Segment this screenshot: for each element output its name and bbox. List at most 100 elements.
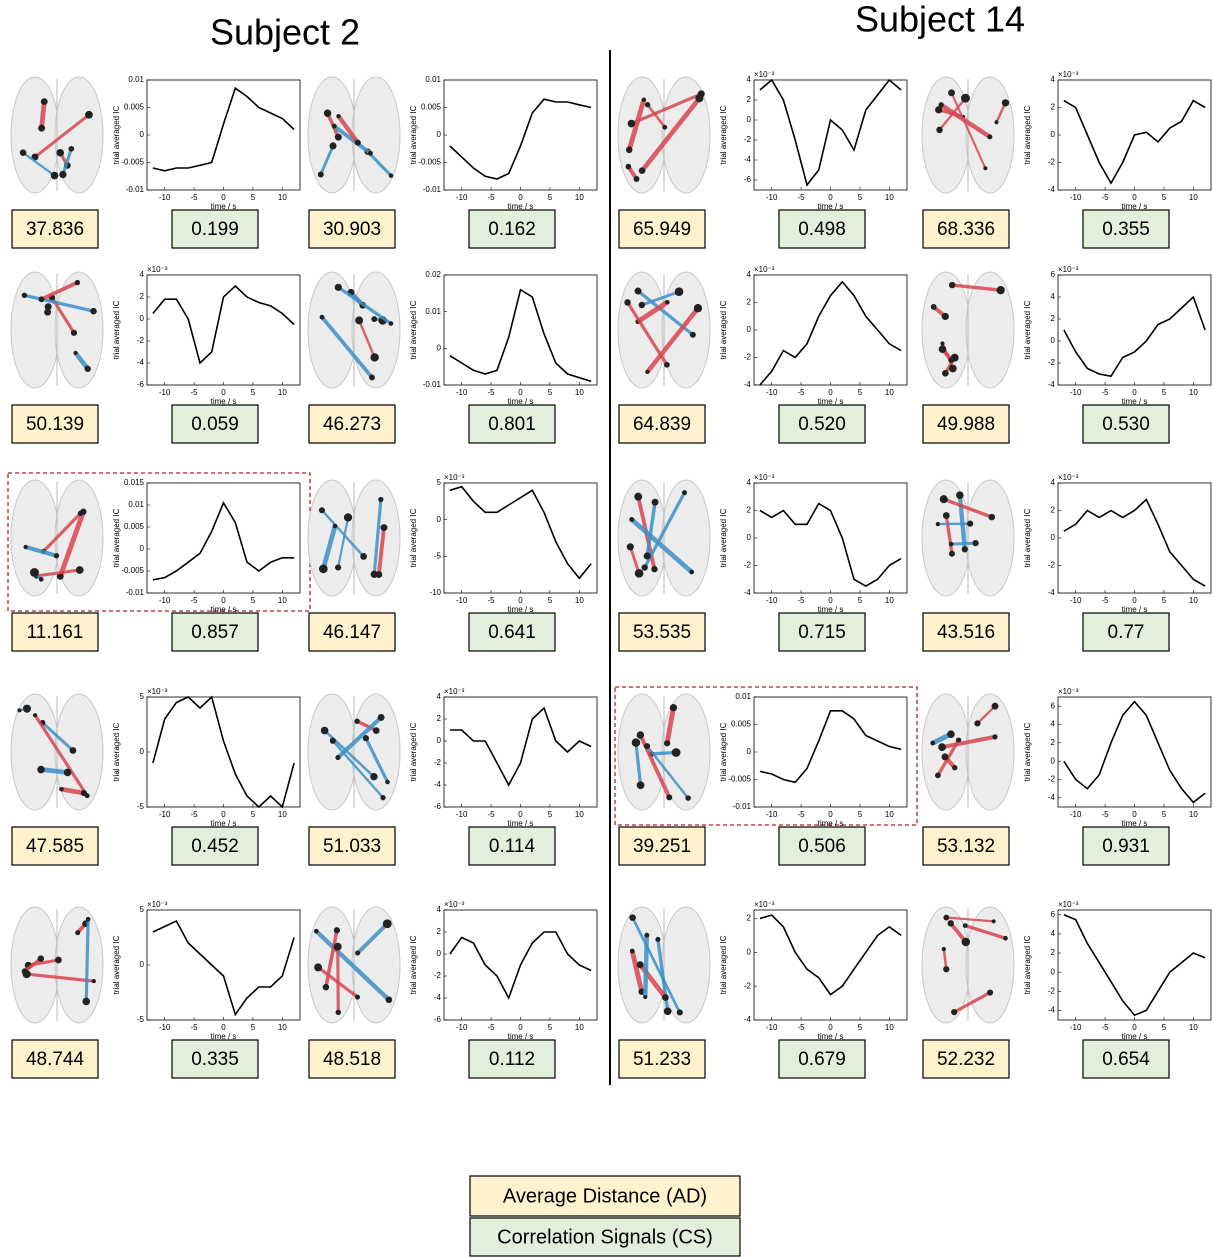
x-tick-label: 5 — [251, 388, 256, 397]
x-tick-label: 5 — [858, 1023, 863, 1032]
y-tick-label: 0.005 — [421, 103, 442, 112]
y-tick-label: 0.01 — [128, 75, 144, 84]
plot-frame — [1057, 482, 1212, 594]
x-tick-label: 5 — [251, 596, 256, 605]
node — [84, 365, 91, 372]
y-tick-label: 0.01 — [128, 500, 144, 509]
node — [318, 564, 328, 574]
connection — [943, 497, 993, 519]
ad-box — [618, 209, 706, 249]
x-tick-label: -5 — [488, 193, 496, 202]
node — [948, 550, 955, 557]
x-tick-label: 10 — [575, 193, 584, 202]
y-tick-label: 0.02 — [425, 270, 441, 279]
cs-value: 0.679 — [798, 1049, 846, 1070]
ad-box — [308, 1039, 396, 1079]
node — [941, 753, 949, 761]
x-axis-label: time / s — [211, 605, 237, 614]
node — [85, 110, 93, 119]
connection — [939, 102, 992, 139]
y-tick-label: -4 — [744, 155, 752, 164]
y-axis-label: trial averaged IC — [1023, 105, 1032, 164]
connection — [643, 491, 686, 569]
y-tick-label: 0 — [747, 747, 752, 756]
connection — [976, 705, 996, 725]
connection — [336, 114, 360, 144]
y-axis-label: trial averaged IC — [719, 105, 728, 164]
x-tick-label: -5 — [1102, 596, 1110, 605]
ad-box — [11, 1039, 99, 1079]
x-tick-label: 5 — [548, 810, 553, 819]
connection — [324, 929, 339, 988]
x-tick-label: 10 — [885, 1023, 894, 1032]
node — [943, 914, 950, 921]
node — [987, 134, 993, 140]
y-tick-label: 0 — [1051, 336, 1056, 345]
node — [82, 997, 90, 1006]
node — [385, 779, 390, 785]
y-tick-label: 0 — [1051, 756, 1056, 765]
node — [38, 577, 44, 582]
node — [930, 740, 936, 746]
ad-value: 46.147 — [323, 622, 381, 643]
signal-line — [152, 695, 295, 809]
y-tick-label: -4 — [1048, 588, 1056, 597]
cs-box — [778, 1039, 866, 1079]
x-axis-label: time / s — [211, 397, 237, 406]
cs-box — [171, 1039, 259, 1079]
cs-box — [468, 404, 556, 444]
node — [663, 1007, 672, 1016]
x-tick-label: 5 — [548, 596, 553, 605]
node — [44, 303, 52, 311]
x-tick-label: -5 — [191, 193, 199, 202]
node — [948, 541, 954, 547]
node — [56, 572, 64, 580]
plot-frame — [146, 909, 301, 1021]
x-tick-label: -10 — [159, 1023, 171, 1032]
x-tick-label: 0 — [518, 596, 523, 605]
y-tick-label: -6 — [434, 1015, 442, 1024]
ad-box — [922, 1039, 1010, 1079]
node — [74, 279, 81, 286]
signal-line — [1063, 99, 1206, 185]
node — [335, 755, 341, 761]
y-tick-label: 5 — [437, 478, 442, 487]
y-scale-label: ×10⁻³ — [754, 70, 775, 79]
node — [674, 287, 684, 296]
x-tick-label: 10 — [575, 596, 584, 605]
node — [335, 1009, 341, 1016]
y-tick-label: -4 — [1048, 1006, 1056, 1015]
brain — [921, 693, 1015, 811]
node — [988, 513, 996, 521]
brain — [617, 76, 711, 194]
node — [372, 727, 380, 734]
node — [956, 491, 964, 499]
x-tick-label: -10 — [766, 193, 778, 202]
y-axis-label: trial averaged IC — [112, 508, 121, 567]
connection — [630, 517, 694, 574]
node — [367, 150, 373, 156]
x-axis-label: time / s — [1122, 202, 1148, 211]
node — [380, 794, 386, 801]
y-scale-label: ×10⁻³ — [147, 687, 168, 696]
plot-frame — [753, 696, 908, 808]
node — [73, 350, 78, 355]
brain-hemisphere — [661, 906, 711, 1024]
node — [91, 979, 96, 984]
cs-value: 0.641 — [488, 622, 536, 643]
x-tick-label: 0 — [828, 193, 833, 202]
node — [38, 296, 45, 303]
y-tick-label: 4 — [747, 478, 752, 487]
x-tick-label: -10 — [1070, 193, 1082, 202]
connection — [640, 96, 702, 173]
node — [354, 139, 361, 146]
node — [948, 357, 955, 363]
y-tick-label: 4 — [140, 270, 145, 279]
y-axis-label: trial averaged IC — [112, 105, 121, 164]
signal-line — [152, 501, 295, 581]
y-tick-label: -4 — [1048, 185, 1056, 194]
y-tick-label: 6 — [1051, 270, 1056, 279]
node — [50, 171, 59, 180]
y-scale-label: ×10⁻³ — [754, 900, 775, 909]
node — [693, 304, 703, 313]
